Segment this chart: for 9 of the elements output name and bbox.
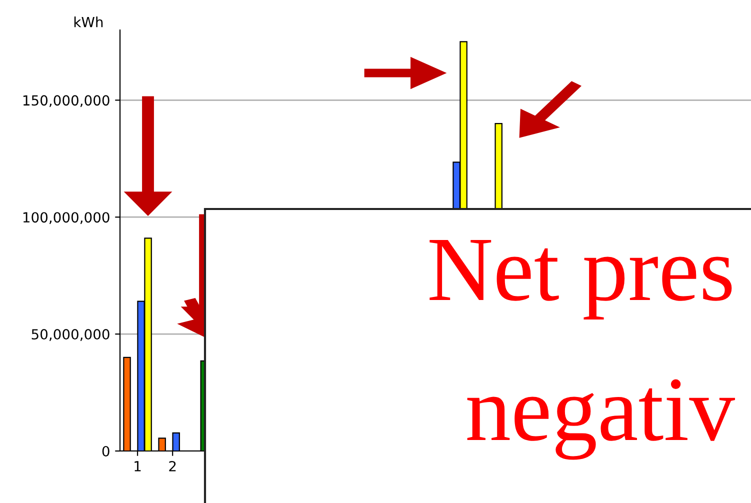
y-tick-label: 50,000,000 bbox=[32, 329, 110, 341]
y-tick-label: 0 bbox=[102, 446, 110, 456]
y-tick-label: 100,000,000 bbox=[23, 212, 110, 224]
y-axis-title: kWh bbox=[74, 16, 103, 28]
x-tick-label: 2 bbox=[169, 460, 176, 472]
annotation: negativ bbox=[467, 379, 735, 460]
x-tick-label: 1 bbox=[134, 461, 141, 472]
annotation: Net pres bbox=[430, 240, 732, 320]
y-tick-label: 150,000,000 bbox=[23, 95, 110, 108]
